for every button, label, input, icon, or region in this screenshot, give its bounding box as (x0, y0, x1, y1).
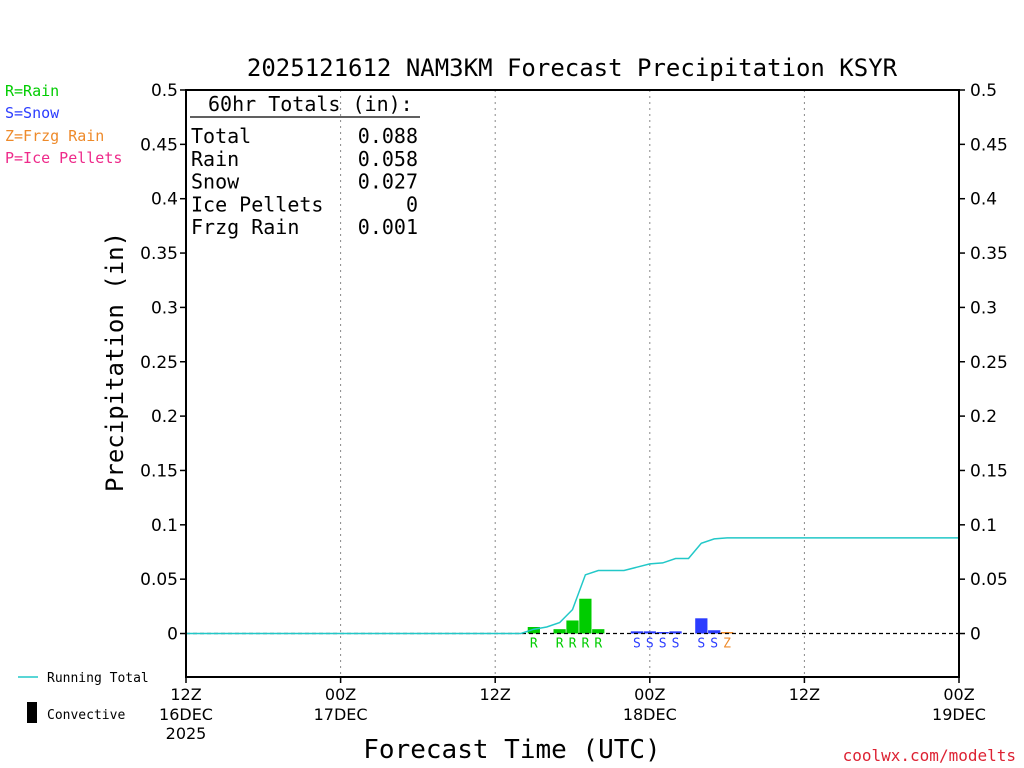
y-tick-label-right-7: 0.15 (970, 461, 1008, 481)
precip-type-label-3: R (581, 637, 589, 652)
x-tick-time-0: 12Z (170, 685, 201, 704)
precip-bar-1 (553, 629, 566, 634)
grid-lines (340, 90, 805, 677)
y-tick-label-left-0: 0.5 (151, 81, 178, 101)
precip-bar-5 (630, 631, 644, 634)
y-tick-label-right-0: 0.5 (970, 81, 997, 101)
y-tick-label-right-3: 0.35 (970, 244, 1008, 264)
precip-bar-11 (720, 632, 734, 634)
legend-rain: R=Rain (5, 82, 59, 100)
totals-value-4: 0.001 (358, 215, 418, 239)
y-tick-label-left-3: 0.35 (140, 244, 178, 264)
x-tick-date-0: 16DEC (159, 705, 213, 724)
x-tick-time-2: 12Z (480, 685, 511, 704)
footer-credit: coolwx.com/modelts (843, 746, 1016, 765)
y-tick-label-left-8: 0.1 (151, 516, 178, 536)
precip-bar-3 (579, 598, 592, 634)
totals-value-1: 0.058 (358, 147, 418, 171)
y-tick-label-right-2: 0.4 (970, 190, 997, 210)
y-axis-right: 0.5 0.45 0.4 0.35 0.3 0.25 0.2 0.15 0.1 0.05 0 (959, 81, 1008, 645)
precip-bar-4 (592, 629, 605, 634)
y-tick-label-right-9: 0.05 (970, 570, 1008, 590)
precip-type-label-5: S (633, 637, 641, 652)
precip-bars (527, 598, 734, 634)
x-tick-time-1: 00Z (325, 685, 356, 704)
plot-frame (185, 89, 960, 678)
x-tick-date-5: 19DEC (932, 705, 986, 724)
precip-bar-6 (643, 631, 656, 634)
x-tick-time-3: 00Z (634, 685, 665, 704)
precip-type-label-7: S (659, 637, 667, 652)
y-tick-label-left-6: 0.2 (151, 407, 178, 427)
line-legend: Running Total Convective (18, 671, 149, 723)
x-tick-year-0: 2025 (166, 724, 207, 743)
totals-box: 60hr Totals (in): Total 0.088 Rain 0.058 Sno… (190, 92, 420, 239)
precip-bar-2 (566, 620, 579, 634)
x-axis-label: Forecast Time (UTC) (363, 735, 660, 765)
totals-label-2: Snow (191, 170, 240, 194)
legend-snow: S=Snow (5, 104, 60, 122)
precip-type-label-2: R (569, 637, 577, 652)
totals-rows: Total 0.088 Rain 0.058 Snow 0.027 Ice Pellets 0… (191, 124, 418, 239)
legend-frzg-rain: Z=Frzg Rain (5, 127, 104, 145)
precip-bar-7 (656, 632, 669, 634)
running-total-legend-label: Running Total (47, 671, 149, 686)
precip-type-label-10: S (710, 637, 718, 652)
precip-type-label-0: R (530, 637, 538, 652)
precip-bar-8 (669, 631, 682, 634)
precip-type-legend: R=Rain S=Snow Z=Frzg Rain P=Ice Pellets (5, 82, 122, 167)
totals-value-3: 0 (406, 192, 418, 216)
y-tick-label-right-1: 0.45 (970, 135, 1008, 155)
y-tick-label-left-9: 0.05 (140, 570, 178, 590)
precip-type-label-9: S (697, 637, 705, 652)
y-tick-label-left-7: 0.15 (140, 461, 178, 481)
x-tick-date-1: 17DEC (314, 705, 368, 724)
y-tick-label-right-4: 0.3 (970, 298, 997, 318)
totals-value-0: 0.088 (358, 124, 418, 148)
totals-label-1: Rain (191, 147, 239, 171)
precip-bar-0 (527, 626, 540, 634)
precip-type-label-4: R (594, 637, 602, 652)
precip-type-label-6: S (646, 637, 654, 652)
precip-bar-10 (708, 630, 721, 634)
totals-label-4: Frzg Rain (191, 215, 299, 239)
y-tick-label-right-6: 0.2 (970, 407, 997, 427)
y-tick-label-right-8: 0.1 (970, 516, 997, 536)
x-tick-date-3: 18DEC (623, 705, 677, 724)
totals-header: 60hr Totals (in): (208, 92, 413, 116)
totals-label-3: Ice Pellets (191, 192, 323, 216)
x-tick-time-5: 00Z (943, 685, 974, 704)
precip-bar-9 (695, 618, 708, 634)
precip-type-label-1: R (556, 637, 564, 652)
running-total-line (186, 537, 959, 635)
y-tick-label-left-10: 0 (167, 625, 178, 645)
convective-swatch (27, 702, 37, 723)
totals-value-2: 0.027 (358, 170, 418, 194)
y-tick-label-left-2: 0.4 (151, 190, 178, 210)
chart-title: 2025121612 NAM3KM Forecast Precipitation… (247, 54, 898, 82)
precip-type-label-8: S (672, 637, 680, 652)
y-tick-label-left-5: 0.25 (140, 353, 178, 373)
convective-legend-label: Convective (47, 708, 125, 723)
y-axis-left: 0.5 0.45 0.4 0.35 0.3 0.25 0.2 0.15 0.1 0.05 0 (140, 81, 186, 645)
y-tick-label-right-5: 0.25 (970, 353, 1008, 373)
x-tick-time-4: 12Z (789, 685, 820, 704)
y-tick-label-left-4: 0.3 (151, 298, 178, 318)
precip-type-label-11: Z (723, 637, 731, 652)
y-axis-label: Precipitation (in) (101, 232, 129, 492)
y-tick-label-right-10: 0 (970, 625, 981, 645)
legend-ice-pellets: P=Ice Pellets (5, 149, 122, 167)
y-tick-label-left-1: 0.45 (140, 135, 178, 155)
totals-label-0: Total (191, 124, 251, 148)
